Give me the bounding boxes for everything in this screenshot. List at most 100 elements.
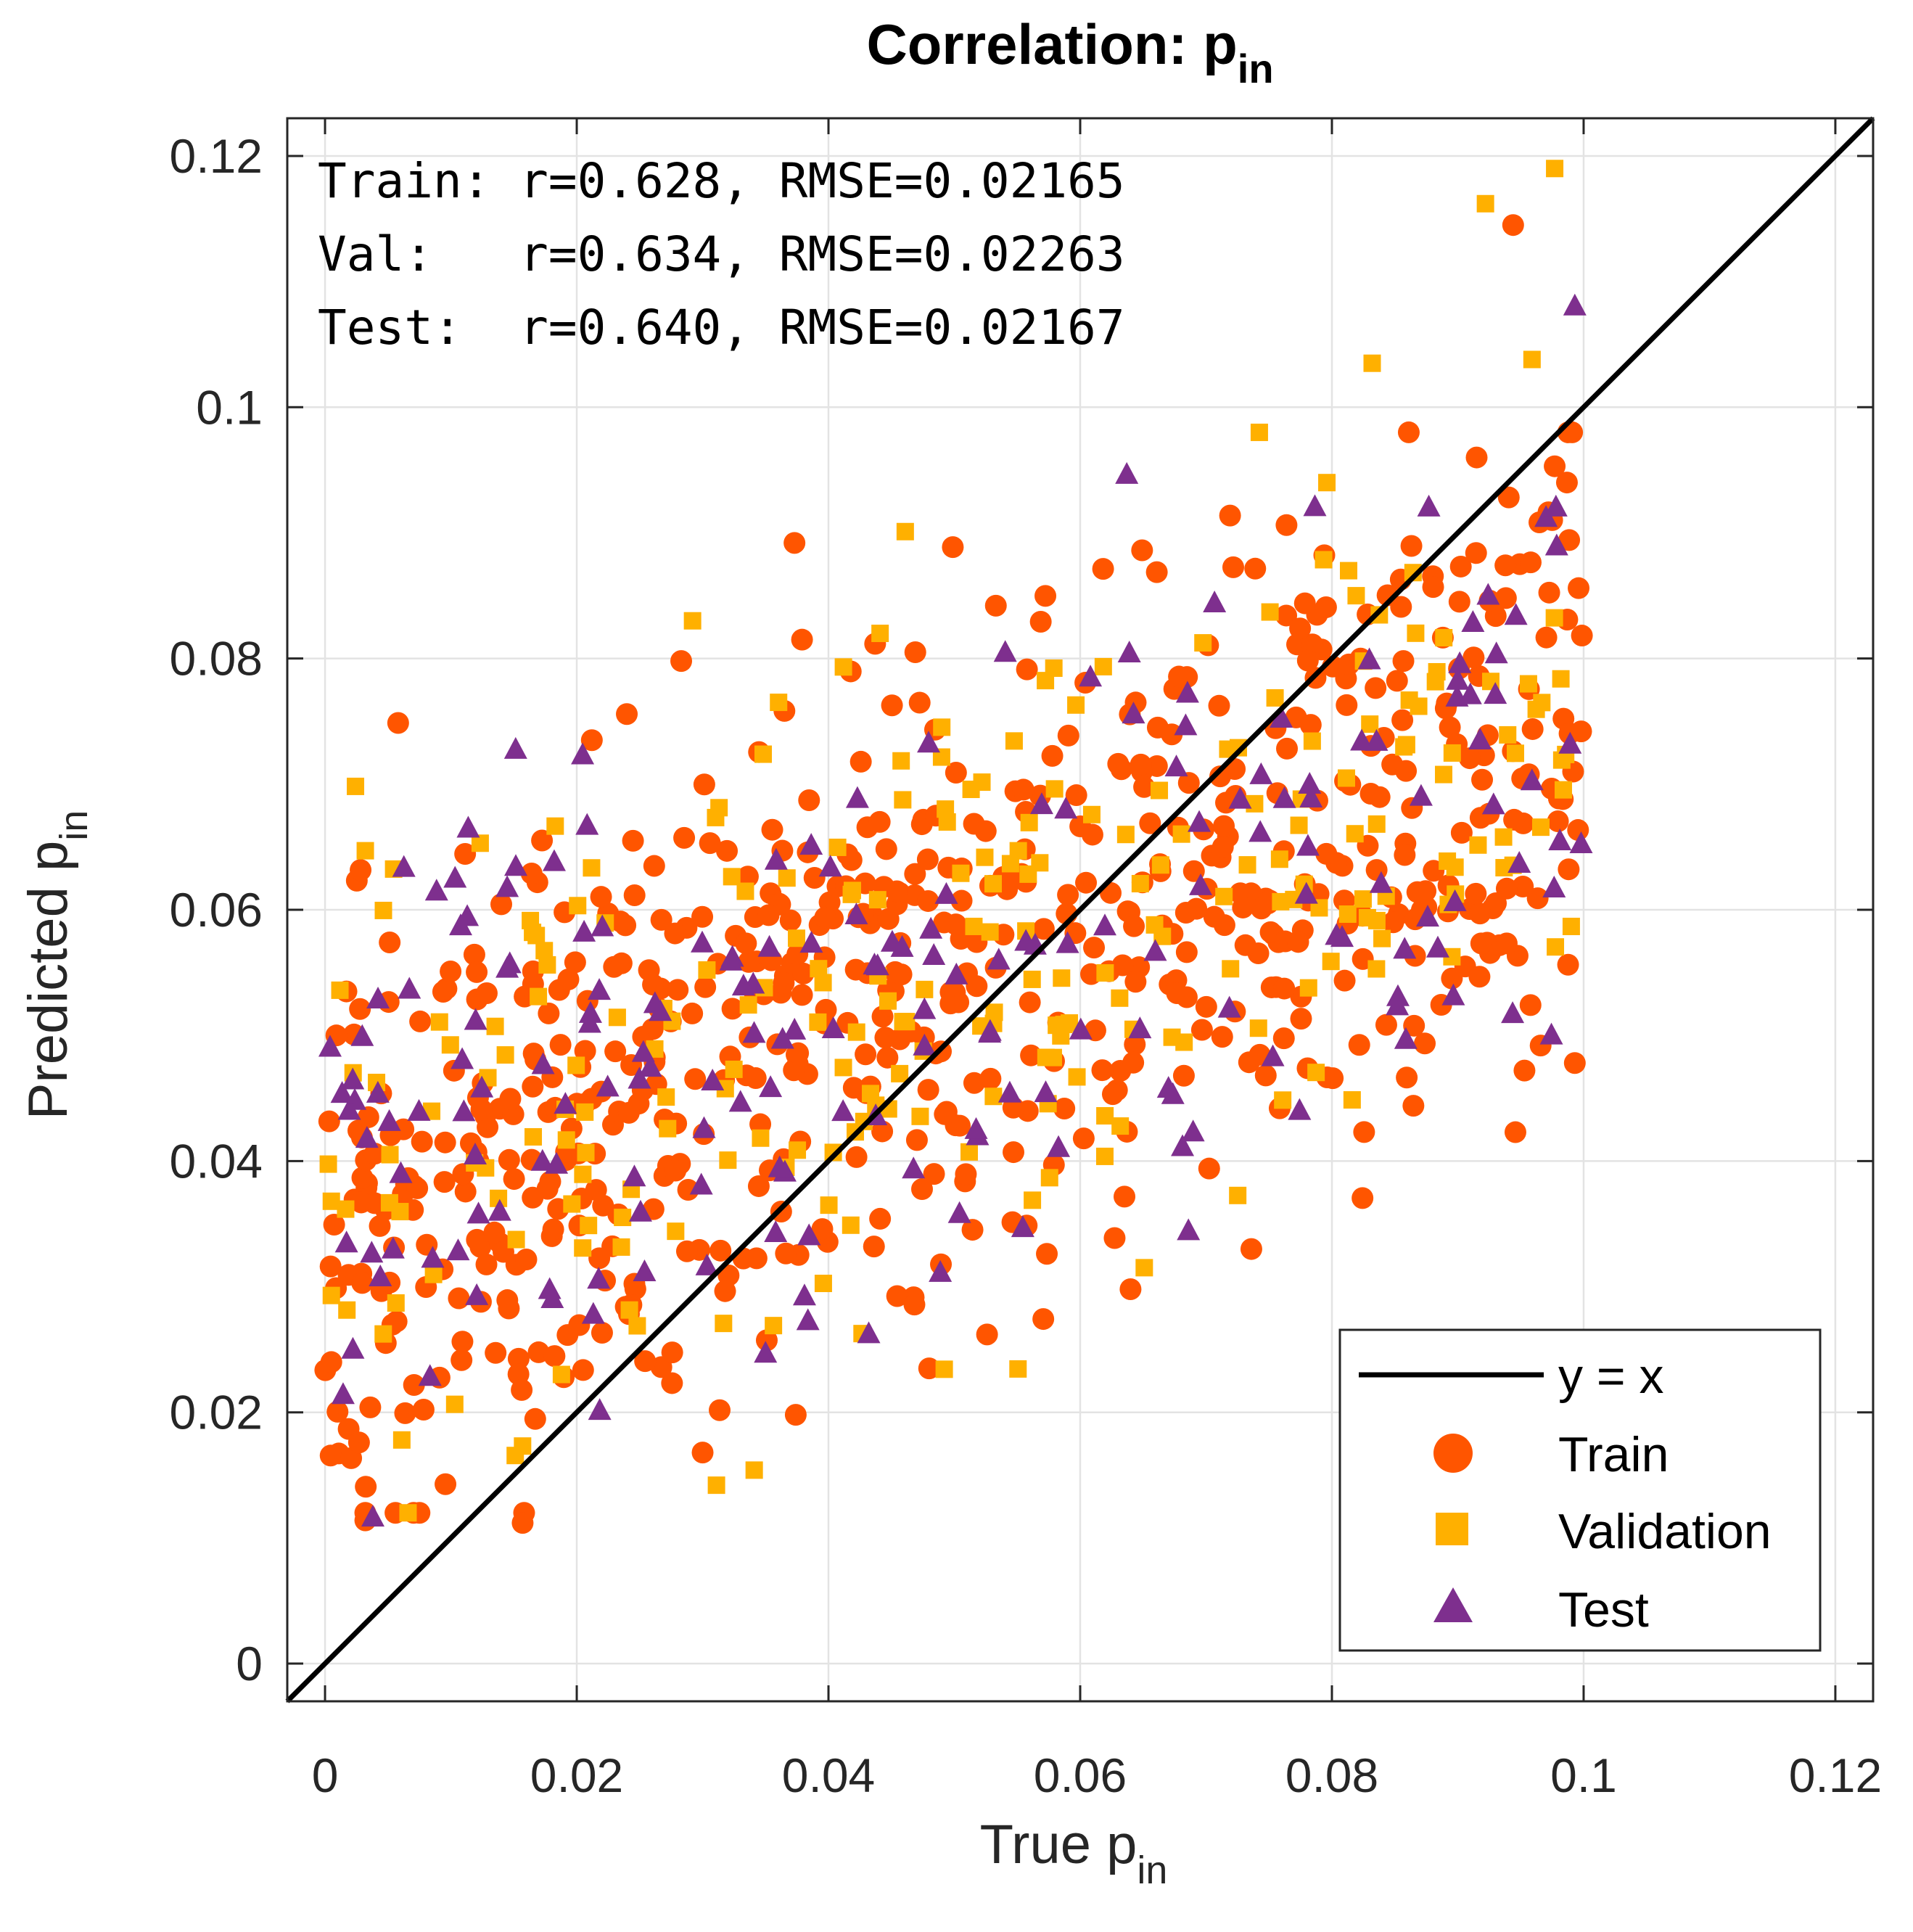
train-point <box>747 1175 770 1197</box>
train-point <box>1503 808 1526 831</box>
test-point <box>381 1236 405 1259</box>
train-point <box>871 1006 894 1028</box>
train-point <box>610 952 633 974</box>
validation-point <box>1250 423 1268 441</box>
train-point <box>974 820 997 842</box>
test-point <box>1034 1080 1058 1103</box>
test-point <box>1330 925 1354 947</box>
train-point <box>775 1242 797 1265</box>
validation-point <box>1274 1091 1292 1109</box>
test-point <box>554 1092 577 1114</box>
train-point <box>1190 1019 1213 1041</box>
validation-point <box>834 658 852 676</box>
test-point <box>1484 641 1508 664</box>
train-point <box>394 1402 416 1424</box>
train-point <box>466 1228 488 1251</box>
validation-point <box>381 1146 399 1164</box>
validation-point <box>765 1317 783 1335</box>
validation-point <box>871 625 889 643</box>
train-point <box>650 908 672 931</box>
train-point <box>616 703 638 725</box>
validation-point <box>1172 825 1190 843</box>
train-point <box>1547 810 1569 833</box>
train-point <box>1299 714 1322 736</box>
validation-point <box>374 901 392 919</box>
train-point <box>1145 561 1168 583</box>
validation-point <box>1044 1048 1062 1066</box>
test-point <box>1484 682 1507 704</box>
test-point <box>764 1220 788 1242</box>
train-point <box>515 1249 538 1271</box>
test-point <box>1054 797 1078 819</box>
train-point <box>485 1341 507 1364</box>
train-point <box>918 1357 940 1380</box>
test-point <box>1056 931 1079 953</box>
train-point <box>434 1131 456 1154</box>
validation-point <box>614 1209 632 1227</box>
validation-point <box>1435 628 1453 646</box>
train-point <box>691 1442 714 1464</box>
train-point <box>1003 1141 1025 1164</box>
train-point <box>320 1351 342 1373</box>
validation-point <box>530 987 548 1006</box>
validation-point <box>935 1360 953 1378</box>
validation-point <box>1547 938 1565 956</box>
test-point <box>1394 1027 1418 1049</box>
test-point <box>1079 665 1103 687</box>
test-point <box>341 1336 365 1359</box>
test-point <box>587 1267 611 1289</box>
test-point <box>1548 829 1572 851</box>
test-point <box>464 1008 487 1030</box>
validation-point <box>538 955 556 974</box>
train-point <box>590 886 612 908</box>
test-point <box>577 1011 601 1033</box>
validation-point <box>1020 813 1038 831</box>
legend-label-validation: Validation <box>1558 1504 1772 1559</box>
train-point <box>466 961 488 983</box>
validation-point <box>1215 887 1233 905</box>
validation-point <box>1318 474 1336 492</box>
validation-point <box>1261 603 1279 621</box>
train-point <box>844 958 867 981</box>
test-point <box>330 1081 354 1103</box>
validation-point <box>754 745 772 763</box>
train-point <box>499 1088 522 1110</box>
validation-point <box>356 842 374 860</box>
train-point <box>945 761 967 784</box>
legend-label-yx: y = x <box>1558 1349 1664 1404</box>
train-point <box>1558 858 1580 881</box>
validation-point <box>1095 1147 1114 1165</box>
validation-point <box>1519 675 1537 693</box>
train-point <box>1290 1008 1312 1030</box>
validation-point <box>399 1504 417 1522</box>
train-point <box>709 1239 732 1262</box>
stats-line-train: Train: r=0.628, RMSE=0.02165 <box>318 153 1125 209</box>
train-point <box>470 1098 493 1121</box>
train-point <box>757 904 780 926</box>
validation-point <box>514 1437 532 1455</box>
validation-point <box>507 1230 525 1249</box>
validation-point <box>1495 859 1513 877</box>
train-point <box>1512 875 1534 897</box>
train-point <box>1131 539 1153 562</box>
validation-point <box>1229 739 1247 757</box>
train-point <box>363 1143 386 1165</box>
train-point <box>869 1207 892 1230</box>
train-point <box>623 884 646 906</box>
test-point <box>1128 1016 1152 1039</box>
y-tick-label: 0.08 <box>170 632 263 686</box>
test-point <box>638 1055 662 1077</box>
test-point <box>1357 647 1381 670</box>
test-point <box>799 833 823 855</box>
train-point <box>572 1359 594 1381</box>
validation-point <box>1037 672 1055 690</box>
train-point <box>451 1349 473 1371</box>
y-tick-label: 0.12 <box>170 129 263 183</box>
test-point <box>495 955 519 978</box>
test-point <box>588 978 612 1000</box>
validation-point <box>1009 1360 1027 1378</box>
test-point <box>1248 820 1272 842</box>
test-point <box>845 786 869 808</box>
train-point <box>1244 557 1267 580</box>
